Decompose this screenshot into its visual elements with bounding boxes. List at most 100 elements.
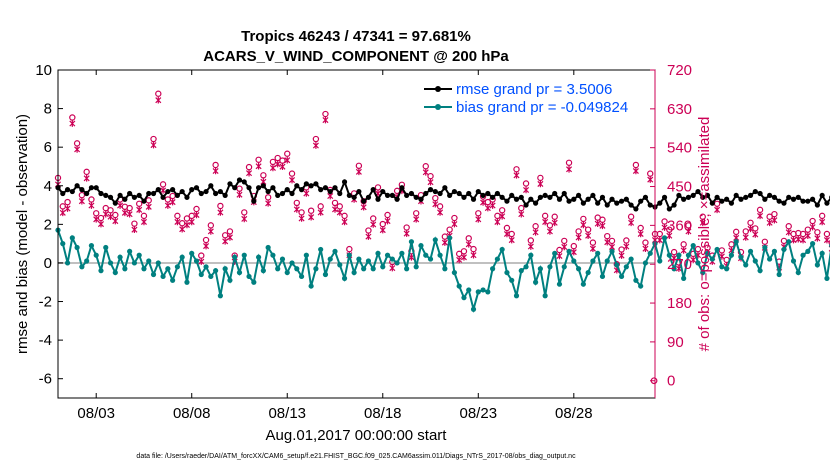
x-axis-label: Aug.01,2017 00:00:00 start: [266, 427, 448, 444]
bias-point: [633, 277, 639, 283]
rmse-point: [346, 192, 352, 199]
rmse-point: [318, 187, 324, 193]
rmse-point: [84, 190, 90, 197]
obs-assimilated-marker: [819, 218, 826, 226]
obs-assimilated-marker: [241, 215, 248, 223]
obs-assimilated-marker: [508, 236, 515, 244]
bias-point: [771, 248, 778, 254]
bias-point: [370, 266, 376, 272]
bias-point: [341, 275, 348, 281]
obs-assimilated-marker: [532, 228, 539, 236]
bias-point: [255, 254, 262, 260]
obs-assimilated-marker: [566, 165, 573, 173]
bias-point: [623, 264, 629, 270]
bias-point: [241, 252, 247, 258]
y-tick-label-left: -6: [39, 371, 52, 388]
obs-assimilated-marker: [88, 202, 95, 209]
obs-possible-marker: [413, 210, 420, 217]
bias-point: [561, 264, 567, 270]
bias-point: [298, 273, 305, 280]
obs-assimilated-marker: [747, 225, 754, 233]
y-tick-label-left: 8: [44, 101, 52, 118]
bias-point: [60, 241, 66, 247]
legend-label: bias grand pr = -0.049824: [456, 99, 628, 116]
bias-point: [174, 264, 180, 270]
rmse-point: [542, 192, 548, 199]
obs-possible-marker: [69, 114, 76, 121]
obs-possible-marker: [771, 210, 778, 218]
bias-point: [375, 250, 381, 256]
bias-point: [327, 256, 333, 262]
rmse-point: [513, 196, 520, 202]
rmse-point: [533, 200, 539, 206]
obs-possible-marker: [264, 194, 272, 201]
y-tick-label-right: 360: [667, 217, 692, 234]
y-tick-label-left: -2: [39, 294, 52, 311]
rmse-point: [604, 202, 610, 208]
bias-point: [222, 266, 228, 272]
obs-possible-marker: [193, 205, 200, 213]
obs-assimilated-marker: [546, 228, 553, 235]
rmse-point: [561, 190, 567, 197]
bias-point: [528, 252, 534, 258]
obs-possible-marker: [150, 135, 157, 143]
rmse-point: [418, 196, 424, 202]
bias-point: [112, 269, 118, 276]
bias-point: [270, 252, 276, 258]
obs-assimilated-marker: [255, 162, 262, 170]
bias-point: [74, 244, 80, 251]
obs-possible-marker: [814, 229, 821, 236]
obs-assimilated-marker: [336, 209, 343, 216]
rmse-point: [762, 196, 768, 202]
rmse-point: [217, 188, 223, 195]
obs-assimilated-marker: [537, 180, 544, 188]
y-tick-label-right: 0: [667, 373, 675, 390]
obs-possible-marker: [513, 166, 520, 173]
rmse-point: [427, 187, 434, 193]
rmse-point: [284, 187, 290, 193]
bias-point: [389, 256, 395, 262]
obs-possible-marker: [498, 207, 506, 214]
rmse-point: [609, 196, 615, 202]
rmse-point: [74, 183, 80, 189]
obs-possible-marker: [307, 207, 315, 214]
obs-assimilated-marker: [790, 236, 797, 244]
rmse-point: [571, 196, 577, 202]
obs-assimilated-marker: [117, 202, 124, 209]
rmse-point: [98, 190, 104, 197]
obs-possible-marker: [475, 210, 482, 217]
obs-assimilated-marker: [365, 233, 372, 240]
bias-point: [595, 250, 601, 256]
obs-assimilated-marker: [785, 228, 792, 236]
obs-possible-marker: [427, 172, 434, 180]
rmse-point: [327, 188, 333, 195]
obs-count-series: [54, 90, 830, 385]
rmse-point: [638, 198, 644, 204]
rmse-point: [485, 190, 491, 197]
obs-possible-marker: [780, 237, 788, 245]
obs-assimilated-marker: [136, 206, 143, 214]
rmse-point: [227, 181, 233, 187]
rmse-point: [614, 200, 620, 206]
rmse-point: [504, 198, 510, 204]
bias-point: [184, 279, 190, 285]
rmse-point: [819, 192, 825, 199]
obs-assimilated-marker: [422, 168, 429, 176]
rmse-point: [260, 183, 266, 189]
obs-assimilated-marker: [503, 230, 510, 238]
bias-point: [122, 266, 128, 272]
bias-point: [427, 256, 434, 262]
obs-possible-marker: [465, 235, 472, 242]
bias-point: [575, 266, 582, 272]
obs-possible-marker: [785, 223, 792, 230]
rmse-point: [270, 185, 276, 191]
obs-possible-marker: [565, 159, 573, 166]
bias-point: [308, 283, 314, 289]
bias-point: [146, 258, 152, 264]
obs-possible-marker: [88, 196, 95, 203]
rmse-point: [322, 185, 329, 191]
obs-possible-marker: [217, 202, 224, 210]
bias-point: [542, 293, 548, 299]
bias-point: [456, 283, 462, 289]
bias-point: [475, 289, 481, 295]
